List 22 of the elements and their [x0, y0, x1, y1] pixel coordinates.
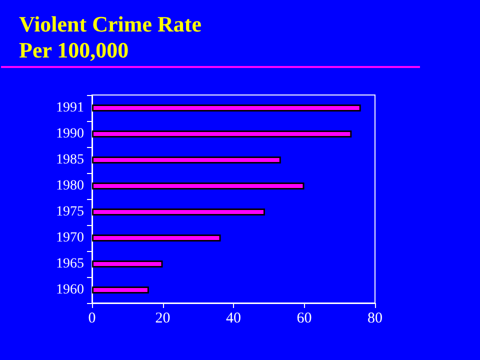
y-tick-label: 1960 [56, 282, 84, 298]
x-tick-label: 60 [296, 310, 312, 326]
bar [92, 260, 163, 268]
y-tick-label: 1965 [56, 256, 84, 272]
y-tick-label: 1975 [56, 204, 84, 220]
chart-title: Violent Crime Rate Per 100,000 [19, 12, 202, 62]
bar [92, 234, 221, 242]
x-tick-label: 80 [368, 310, 382, 326]
bar [92, 104, 361, 112]
bar [92, 156, 281, 164]
y-tick-label: 1991 [56, 100, 84, 116]
x-tick-label: 20 [155, 310, 170, 326]
x-tick-label: 40 [226, 310, 241, 326]
y-tick-label: 1990 [56, 126, 84, 142]
y-tick-label: 1970 [56, 230, 84, 246]
y-tick-label: 1985 [56, 152, 84, 168]
x-tick-label: 0 [88, 310, 96, 326]
bar [92, 182, 304, 190]
y-tick-label: 1980 [56, 178, 84, 194]
bar [92, 286, 149, 294]
bar [92, 208, 265, 216]
bar [92, 130, 352, 138]
